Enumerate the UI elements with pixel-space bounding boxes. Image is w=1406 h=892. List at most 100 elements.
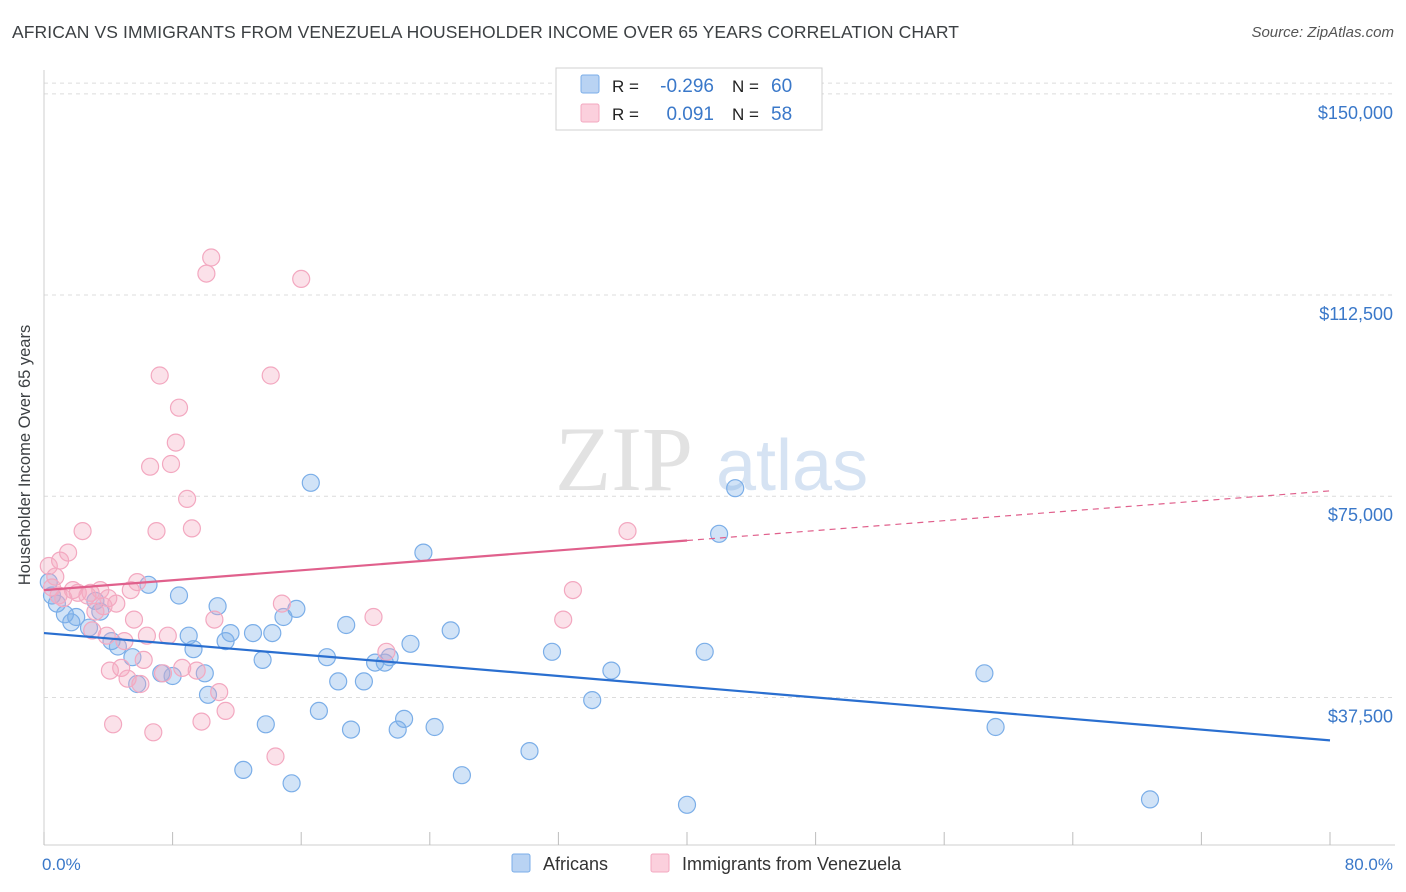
stats-n-value-venezuela: 58 [771,104,792,125]
watermark-zip: ZIP [555,408,693,510]
africans-point [91,602,110,621]
venezuela-point [97,626,116,645]
venezuela-point [131,674,150,694]
stats-legend: R = -0.296 N = 60 R = 0.091 N = 58 [555,67,823,131]
chart-title: AFRICAN VS IMMIGRANTS FROM VENEZUELA HOU… [12,22,960,42]
africans-point [726,479,745,498]
africans-point [583,690,602,710]
stats-swatch-africans [580,74,600,94]
stats-n-label-venezuela: N = [732,105,759,124]
venezuela-point [166,433,185,452]
stats-n-label-africans: N = [732,77,759,96]
venezuela-point [563,580,583,600]
venezuela-point [39,556,58,576]
trend-lines [43,490,1331,742]
venezuela-point [554,610,573,629]
venezuela-point [141,457,160,476]
y-axis-label: Householder Income Over 65 years [16,325,34,585]
africans-trend-line [43,631,1331,742]
africans-point [274,607,293,627]
venezuela-point [197,264,216,283]
venezuela-point [272,594,291,613]
africans-point [243,623,263,643]
venezuela-point [377,642,396,661]
africans-point [401,634,420,653]
watermark-atlas: atlas [716,426,868,506]
africans-point [139,575,158,594]
venezuela-point [178,489,197,508]
legend-label-africans: Africans [543,854,608,874]
africans-point [221,623,240,643]
africans-point [341,720,361,739]
africans-point [542,642,562,661]
africans-point [234,760,253,780]
stats-r-value-venezuela: 0.091 [666,104,714,125]
africans-point [414,543,433,562]
venezuela-point [187,661,206,680]
venezuela-point [81,583,100,602]
venezuela-point [124,610,144,629]
africans-point [395,709,414,729]
africans-point [123,648,142,667]
africans-point [263,623,282,643]
venezuela-point [134,650,153,670]
africans-point [62,613,81,632]
venezuela-point [99,589,118,608]
africans-point [677,795,697,814]
x-tick-label-min: 0.0% [42,855,81,874]
africans-point [520,741,539,761]
watermark: ZIP atlas [555,408,868,510]
stats-n-value-africans: 60 [771,76,792,97]
stats-r-label-africans: R = [612,77,639,96]
africans-point [309,701,328,721]
y-tick-label: $37,500 [1328,706,1393,726]
venezuela-point [158,626,177,645]
venezuela-trend-line [43,539,688,592]
africans-point [256,715,275,734]
venezuela-point [210,682,229,702]
africans-point [169,586,189,605]
africans-point [425,717,444,737]
africans-point [388,720,407,739]
africans-point [695,642,714,661]
africans-point [975,664,994,683]
venezuela-point [112,658,131,678]
africans-point [1140,790,1160,809]
y-tick-label: $150,000 [1318,103,1393,123]
x-tick-label-max: 80.0% [1345,855,1393,874]
africans-point [452,766,471,785]
venezuela-point [103,715,123,734]
source-label: Source: ZipAtlas.com [1251,24,1394,41]
legend-swatch-africans [511,853,531,873]
venezuela-trend-line-extension [686,490,1331,542]
stats-swatch-venezuela [580,103,600,123]
venezuela-point [205,610,224,629]
venezuela-point [261,366,280,385]
x-axis-ticks [43,832,1331,845]
africans-point [602,661,621,680]
venezuela-point [147,521,166,541]
africans-point [986,717,1005,737]
africans-point [329,672,348,691]
africans-point [253,650,272,670]
africans-point [282,774,301,793]
stats-r-value-africans: -0.296 [660,76,714,97]
africans-point [709,524,729,543]
venezuela-point [169,398,189,417]
venezuela-point [58,543,78,562]
africans-point [337,615,356,635]
venezuela-point [100,661,120,680]
venezuela-point [192,712,211,731]
series-legend: Africans Immigrants from Venezuela [511,853,902,874]
venezuela-point [292,269,311,288]
venezuela-point [618,521,637,541]
venezuela-point [73,521,92,541]
venezuela-point [137,626,156,645]
africans-point [354,672,373,691]
venezuela-point [173,658,192,678]
africans-point [198,685,218,704]
y-axis-tick-labels: $37,500 $75,000 $112,500 $150,000 [1318,103,1393,727]
africans-point [184,640,203,659]
venezuela-point [161,454,181,474]
